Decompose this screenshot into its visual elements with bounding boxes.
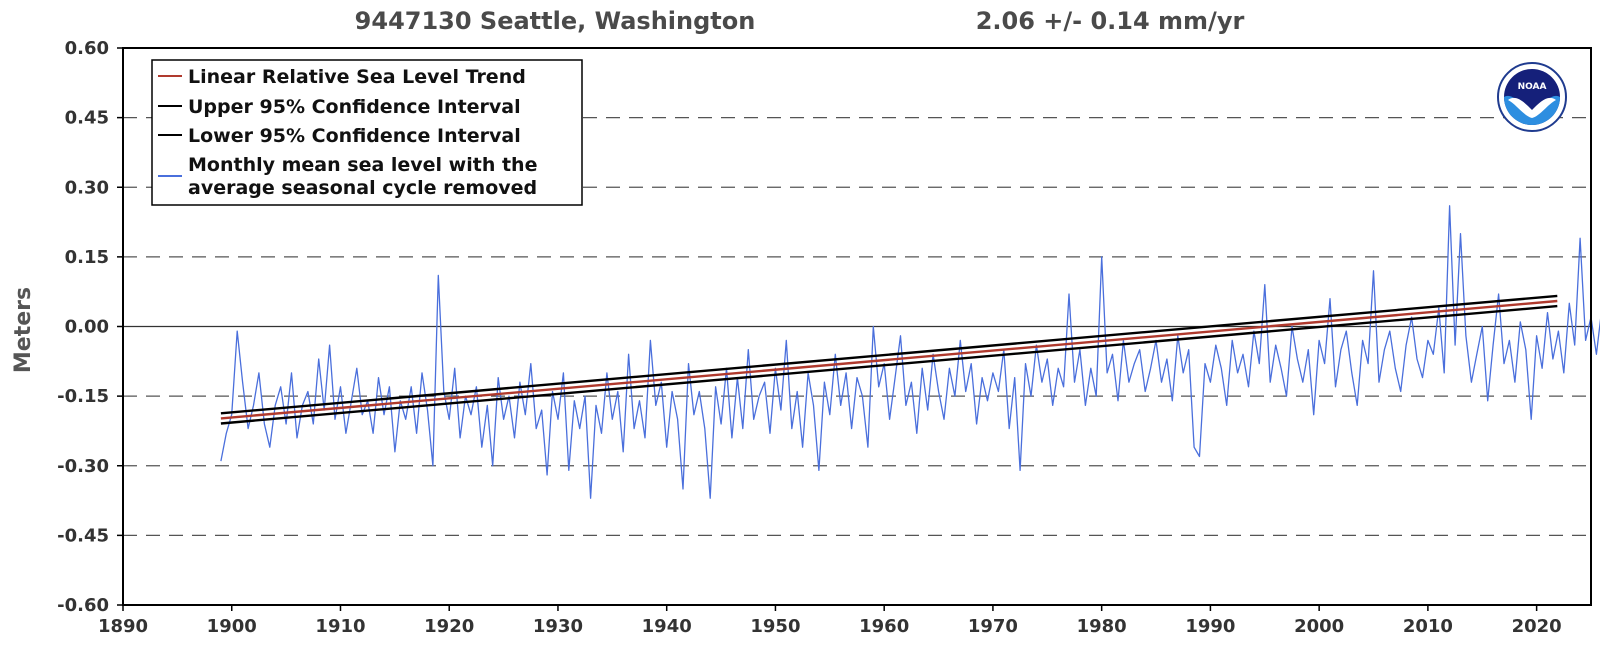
x-tick-label: 1960 (859, 616, 909, 637)
y-tick-label: 0.00 (65, 317, 109, 338)
y-tick-label: -0.30 (57, 456, 109, 477)
trend-line (220, 299, 1558, 420)
x-tick-label: 1980 (1077, 616, 1127, 637)
trend-rate: 2.06 +/- 0.14 mm/yr (976, 7, 1245, 35)
legend-label-monthly: Monthly mean sea level with the average … (188, 154, 544, 199)
x-tick-label: 1920 (424, 616, 474, 637)
noaa-logo: NOAA (1497, 62, 1567, 132)
y-tick-label: -0.15 (57, 386, 109, 407)
x-tick-label: 2010 (1403, 616, 1453, 637)
x-tick-label: 1910 (315, 616, 365, 637)
station-title: 9447130 Seattle, Washington (355, 7, 756, 35)
monthly-mean-series (220, 205, 1600, 499)
x-tick-label: 1930 (533, 616, 583, 637)
x-tick-label: 1950 (750, 616, 800, 637)
grid-lines (123, 117, 1591, 536)
legend-label-trend: Linear Relative Sea Level Trend (188, 66, 526, 88)
y-axis-label: Meters (11, 287, 36, 373)
plot-frame (122, 47, 1592, 606)
series-group (220, 205, 1600, 499)
legend-box (151, 59, 583, 206)
y-tick-label: 0.45 (65, 108, 109, 129)
x-tick-label: 2020 (1512, 616, 1562, 637)
y-tick-label: -0.60 (57, 595, 109, 616)
x-tick-label: 2000 (1294, 616, 1344, 637)
lower-ci-line (220, 304, 1558, 425)
x-tick-label: 1900 (207, 616, 257, 637)
x-tick-label: 1940 (642, 616, 692, 637)
y-tick-label: 0.15 (65, 247, 109, 268)
x-tick-label: 1890 (98, 616, 148, 637)
y-axis-ticks: 0.60 0.45 0.30 0.15 0.00 -0.15 -0.30 -0.45 -0.60 (57, 38, 123, 616)
x-tick-label: 1970 (968, 616, 1018, 637)
y-tick-label: 0.60 (65, 38, 109, 59)
x-axis-ticks: 1890 1900 1910 1920 1930 1940 1950 1960 1970 1980… (98, 605, 1562, 637)
legend-label-lower: Lower 95% Confidence Interval (188, 125, 521, 147)
legend-label-upper: Upper 95% Confidence Interval (188, 96, 521, 118)
x-tick-label: 1990 (1185, 616, 1235, 637)
y-tick-label: -0.45 (57, 525, 109, 546)
y-tick-label: 0.30 (65, 177, 109, 198)
noaa-logo-text: NOAA (1518, 82, 1547, 92)
upper-ci-line (220, 294, 1558, 415)
legend: Linear Relative Sea Level Trend Upper 95… (151, 59, 583, 206)
